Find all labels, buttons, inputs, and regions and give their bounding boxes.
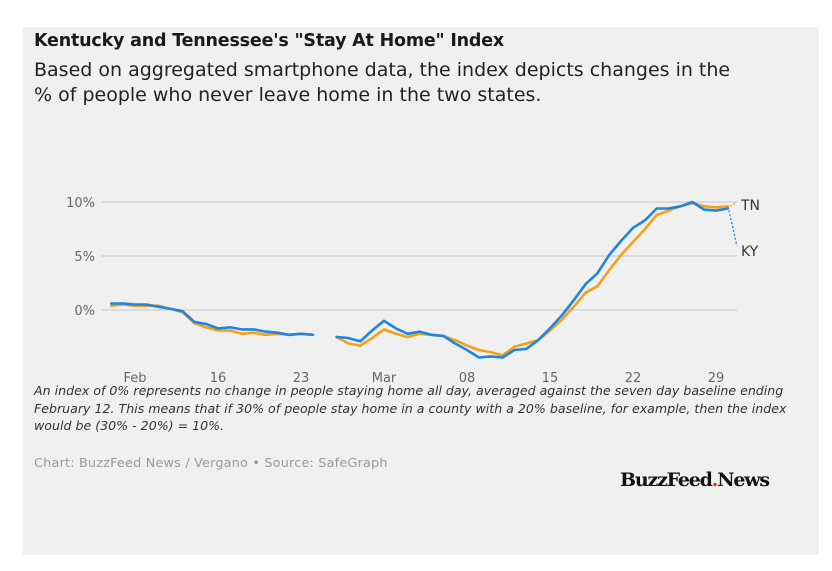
chart-subtitle: Based on aggregated smartphone data, the… [34,59,731,106]
methodology-note: An index of 0% represents no change in p… [34,383,787,433]
source-credit: Chart: BuzzFeed News / Vergano • Source:… [34,456,388,471]
x-tick-label: 23 [293,371,310,386]
y-tick-label: 0% [74,304,95,319]
series-line-tn [110,303,315,337]
x-tick-label: Feb [123,371,146,386]
ky-leader-line [728,210,738,247]
series-label-tn: TN [740,198,760,214]
x-tick-label: Mar [372,371,397,386]
series-line-ky [110,302,315,337]
line-chart: 10% 5% 0% Feb 16 23 Mar 08 15 22 29 TN KY [66,196,760,386]
series-line-ky [335,200,730,359]
logo-dot: . [711,469,719,491]
y-tick-label: 5% [74,250,95,265]
buzzfeed-news-logo: BuzzFeed.News [620,469,770,491]
x-axis-ticks: Feb 16 23 Mar 08 15 22 29 [123,371,724,386]
chart-panel [23,27,819,555]
x-tick-label: 29 [708,371,725,386]
x-tick-label: 15 [542,371,559,386]
y-axis-ticks: 10% 5% 0% [66,196,95,319]
x-tick-label: 08 [459,371,476,386]
x-tick-label: 16 [210,371,227,386]
x-tick-label: 22 [625,371,642,386]
y-tick-label: 10% [66,196,95,211]
logo-text-news: News [717,469,770,491]
tn-leader-line [729,202,737,207]
series-label-ky: KY [741,244,759,260]
logo-text-buzzfeed: BuzzFeed [620,469,713,491]
chart-title: Kentucky and Tennessee's "Stay At Home" … [34,31,505,51]
series-labels: TN KY [728,198,760,260]
gridlines [102,201,737,311]
series-line-tn [335,201,730,357]
series-lines [110,200,730,359]
